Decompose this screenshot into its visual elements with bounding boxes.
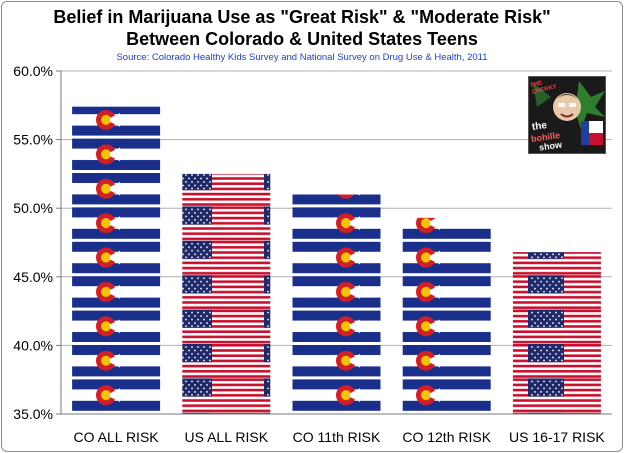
x-tick-label: US 16-17 RISK [509,429,605,445]
bar-co-11th-risk [292,194,381,414]
y-tick-label: 50.0% [13,200,53,216]
y-tick-label: 40.0% [13,337,53,353]
bar-us-all-risk [182,173,271,414]
bar-co-all-risk [72,106,161,414]
chart-title-line-1: Belief in Marijuana Use as "Great Risk" … [53,7,551,27]
show-logo: THE CHEKKY the bohille show [528,76,606,154]
y-tick-label: 60.0% [13,63,53,79]
bar-us-16-17-risk [512,252,601,414]
x-tick-label: CO 12th RISK [402,429,491,445]
show-logo-art [529,77,605,153]
chart-title: Belief in Marijuana Use as "Great Risk" … [0,6,604,50]
x-tick-label: CO ALL RISK [74,429,160,445]
chart-source: Source: Colorado Healthy Kids Survey and… [116,52,488,63]
y-tick-label: 45.0% [13,269,53,285]
y-tick-label: 55.0% [13,132,53,148]
y-tick-label: 35.0% [13,406,53,422]
x-tick-label: CO 11th RISK [293,429,381,445]
x-tick-label: US ALL RISK [185,429,269,445]
chart-title-line-2: Between Colorado & United States Teens [126,29,478,49]
bar-co-12th-risk [402,217,491,414]
